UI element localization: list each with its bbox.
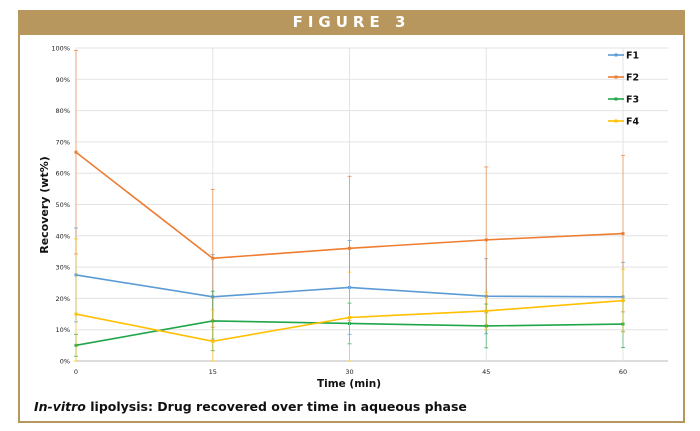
legend-label: F2 (626, 73, 639, 84)
x-axis-label: Time (min) (317, 378, 381, 390)
legend-marker (614, 75, 618, 79)
legend-label: F4 (626, 117, 639, 128)
x-tick-label: 0 (74, 368, 78, 376)
x-tick-label: 45 (482, 368, 490, 376)
data-point (211, 256, 215, 260)
legend-item-f1: F1 (608, 51, 639, 62)
y-tick-labels: 0% 10% 20% 30% 40% 50% 60% 70% 80% 90% 100% (51, 45, 70, 366)
y-tick-label: 10% (56, 326, 70, 334)
y-tick-label: 60% (56, 170, 70, 178)
figure-frame (18, 10, 685, 423)
x-tick-label: 15 (209, 368, 217, 376)
series-f4 (74, 238, 625, 362)
legend-label: F3 (626, 95, 639, 106)
data-point (621, 299, 625, 303)
x-tick-label: 60 (619, 368, 627, 376)
data-point (484, 238, 488, 242)
x-tick-label: 30 (345, 368, 353, 376)
data-point (348, 315, 351, 319)
legend: F1 F2 F3 F4 (608, 51, 639, 128)
legend-label: F1 (626, 51, 639, 62)
data-point (74, 312, 78, 316)
y-tick-label: 70% (56, 138, 70, 146)
legend-item-f4: F4 (608, 117, 639, 128)
caption-italic: In-vitro (34, 399, 86, 414)
y-tick-label: 90% (56, 76, 70, 84)
legend-item-f2: F2 (608, 73, 639, 84)
y-tick-label: 0% (60, 358, 70, 366)
data-point (348, 246, 351, 250)
figure-header: FIGURE 3 (18, 10, 685, 35)
figure-caption: In-vitro lipolysis: Drug recovered over … (34, 399, 467, 414)
data-point (211, 339, 215, 343)
data-point (484, 309, 488, 313)
legend-marker (614, 119, 618, 123)
y-tick-label: 80% (56, 107, 70, 115)
series-group (74, 50, 625, 362)
y-tick-label: 100% (51, 45, 70, 53)
y-axis-label: Recovery (wt%) (38, 156, 51, 254)
legend-item-f3: F3 (608, 95, 639, 106)
grid (75, 47, 668, 362)
legend-marker (614, 97, 618, 101)
data-point (621, 232, 625, 236)
x-tick-labels: 0 15 30 45 60 (74, 368, 627, 376)
data-point (74, 150, 78, 154)
y-tick-label: 30% (56, 264, 70, 272)
caption-text: lipolysis: Drug recovered over time in a… (85, 399, 467, 414)
y-tick-label: 20% (56, 295, 70, 303)
y-tick-label: 40% (56, 232, 70, 240)
legend-marker (614, 53, 618, 57)
y-tick-label: 50% (56, 201, 70, 209)
